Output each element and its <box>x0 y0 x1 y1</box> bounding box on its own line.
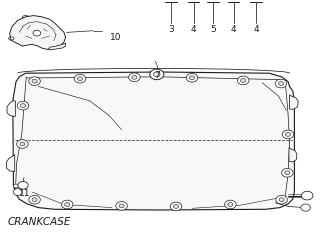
Polygon shape <box>7 101 15 116</box>
Text: 4: 4 <box>253 25 259 34</box>
Circle shape <box>279 198 284 202</box>
Polygon shape <box>6 155 15 172</box>
Polygon shape <box>10 16 66 49</box>
Circle shape <box>32 198 37 202</box>
Text: 4: 4 <box>231 25 236 34</box>
Circle shape <box>17 140 28 148</box>
Circle shape <box>241 78 246 82</box>
Circle shape <box>154 72 160 77</box>
Text: 7: 7 <box>154 71 160 80</box>
Circle shape <box>170 202 182 211</box>
Circle shape <box>119 204 124 208</box>
Circle shape <box>20 104 26 108</box>
Circle shape <box>282 168 293 177</box>
Circle shape <box>278 82 284 85</box>
Circle shape <box>285 132 291 136</box>
Circle shape <box>33 30 41 36</box>
Circle shape <box>275 79 287 88</box>
Circle shape <box>17 101 29 110</box>
Circle shape <box>173 204 179 208</box>
Text: CRANKCASE: CRANKCASE <box>8 217 71 227</box>
Circle shape <box>276 195 287 204</box>
Text: 4: 4 <box>191 25 196 34</box>
Circle shape <box>282 130 294 139</box>
Text: 11: 11 <box>19 189 30 198</box>
Circle shape <box>10 37 14 40</box>
Circle shape <box>18 181 28 189</box>
Circle shape <box>77 77 83 81</box>
Circle shape <box>132 75 137 79</box>
Circle shape <box>61 200 73 209</box>
Polygon shape <box>289 148 297 162</box>
Circle shape <box>13 184 19 188</box>
Circle shape <box>129 73 140 82</box>
Circle shape <box>228 203 233 206</box>
Text: 3: 3 <box>168 25 174 34</box>
Circle shape <box>32 79 37 83</box>
Circle shape <box>189 76 195 80</box>
Polygon shape <box>13 72 294 210</box>
Text: 5: 5 <box>210 25 216 34</box>
Circle shape <box>65 203 70 206</box>
Text: 10: 10 <box>110 33 122 42</box>
Circle shape <box>301 204 310 211</box>
Circle shape <box>225 200 236 209</box>
Circle shape <box>150 69 164 80</box>
Circle shape <box>29 77 40 85</box>
Circle shape <box>186 73 198 82</box>
Circle shape <box>301 191 313 200</box>
Circle shape <box>13 189 22 195</box>
Circle shape <box>285 171 290 175</box>
Polygon shape <box>49 43 66 50</box>
Circle shape <box>74 74 86 83</box>
Circle shape <box>20 142 25 146</box>
Circle shape <box>116 202 127 210</box>
Circle shape <box>237 76 249 85</box>
Polygon shape <box>290 95 298 109</box>
Circle shape <box>29 195 40 204</box>
